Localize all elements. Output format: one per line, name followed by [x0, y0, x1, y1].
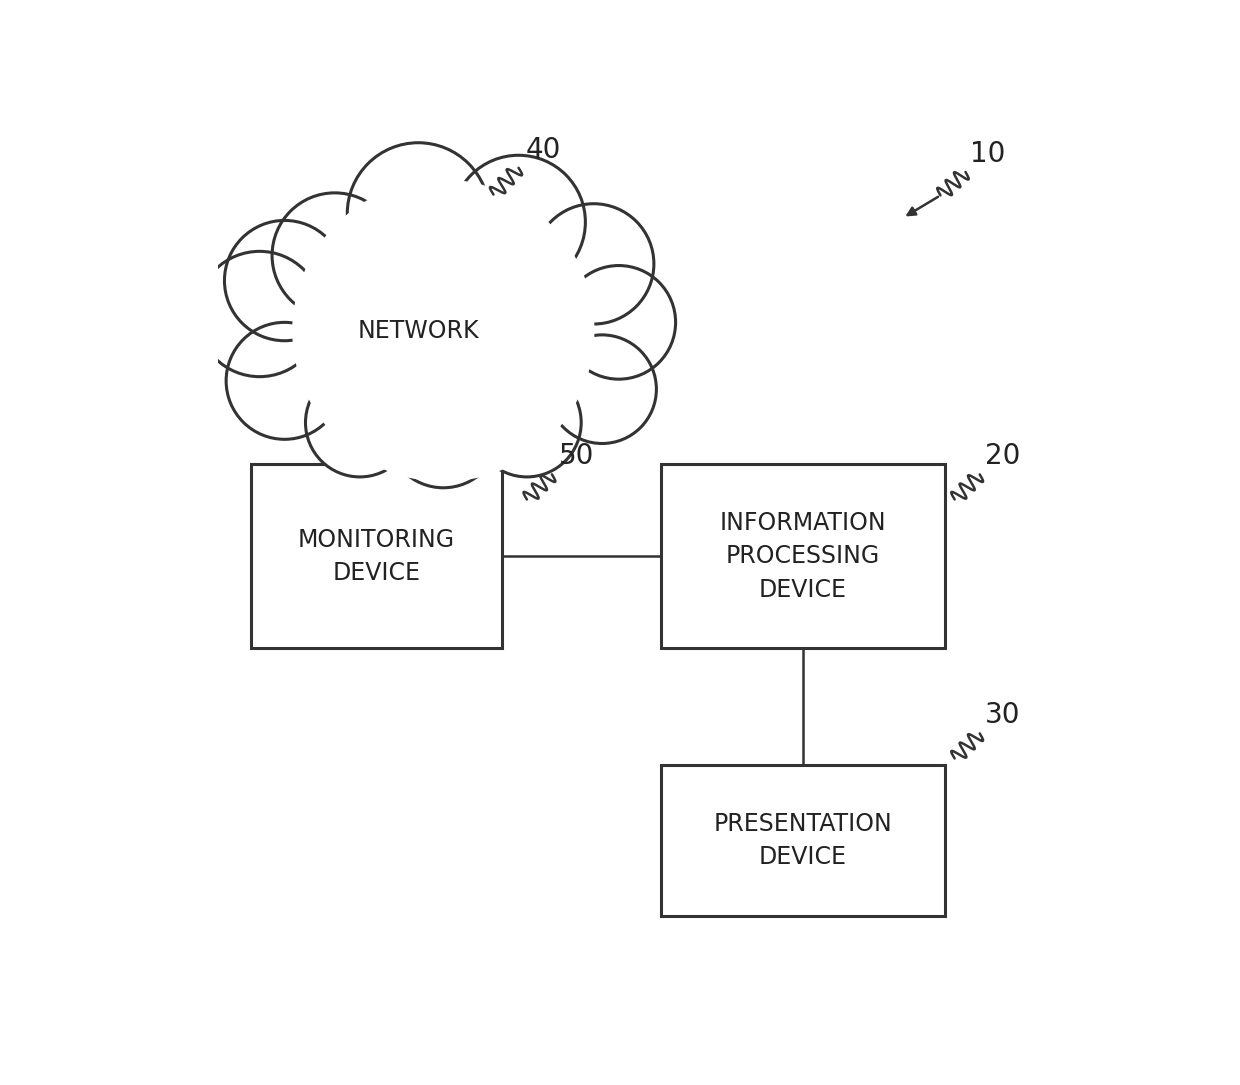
Text: 30: 30	[985, 701, 1021, 729]
Circle shape	[451, 155, 585, 289]
Text: 40: 40	[526, 136, 560, 164]
Text: PRESENTATION
DEVICE: PRESENTATION DEVICE	[713, 812, 892, 869]
Bar	[661, 765, 945, 916]
Circle shape	[226, 322, 343, 439]
Bar	[661, 464, 945, 648]
Circle shape	[562, 266, 676, 379]
Text: 10: 10	[970, 140, 1006, 168]
Circle shape	[293, 180, 594, 481]
Circle shape	[533, 204, 653, 324]
Text: 50: 50	[559, 443, 594, 470]
Bar	[252, 464, 502, 648]
Circle shape	[548, 335, 656, 444]
Circle shape	[305, 368, 414, 477]
Text: NETWORK: NETWORK	[357, 319, 479, 343]
Circle shape	[224, 220, 345, 341]
Circle shape	[472, 368, 582, 477]
Circle shape	[272, 193, 397, 318]
Text: MONITORING
DEVICE: MONITORING DEVICE	[298, 527, 455, 585]
Text: 20: 20	[985, 443, 1021, 470]
Circle shape	[347, 143, 490, 284]
Circle shape	[387, 374, 500, 488]
Text: INFORMATION
PROCESSING
DEVICE: INFORMATION PROCESSING DEVICE	[719, 511, 885, 602]
Circle shape	[197, 252, 322, 376]
